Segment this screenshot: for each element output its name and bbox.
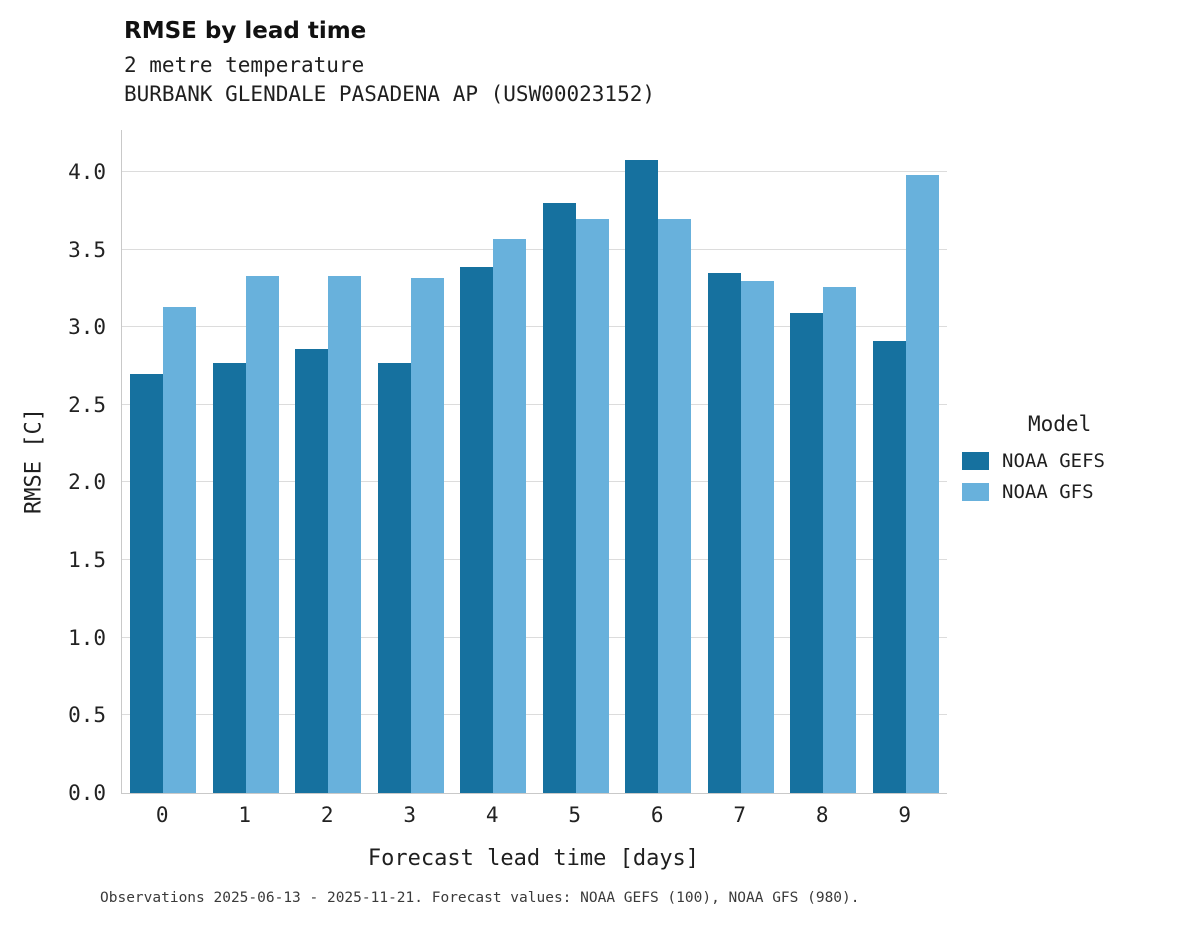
x-ticks-row: 0 1 2 3 4 5 6 7 8 9 <box>121 803 946 827</box>
x-axis-label: Forecast lead time [days] <box>367 846 700 871</box>
bar-noaa-gfs-lead-0 <box>163 307 197 793</box>
gridline <box>122 481 947 483</box>
bars-row <box>122 130 947 793</box>
legend-swatch <box>962 452 989 470</box>
bar-noaa-gefs-lead-6 <box>625 159 659 793</box>
bar-group-2 <box>287 130 370 793</box>
bar-group-0 <box>122 130 205 793</box>
chart-subtitle-variable: 2 metre temperature <box>124 53 365 77</box>
y-axis-label: RMSE [C] <box>21 408 47 514</box>
chart-subtitle-station: BURBANK GLENDALE PASADENA AP (USW0002315… <box>124 82 656 106</box>
x-tick-label-1: 1 <box>238 803 252 827</box>
gridline <box>122 403 947 405</box>
bar-noaa-gefs-lead-3 <box>377 362 411 793</box>
x-tick-label-9: 9 <box>898 803 912 827</box>
bar-noaa-gefs-lead-9 <box>872 341 906 793</box>
gridline <box>122 248 947 250</box>
y-tick-label: 4.0 <box>68 159 106 184</box>
bar-group-6 <box>617 130 700 793</box>
chart-title: RMSE by lead time <box>124 18 367 44</box>
x-tick-label-8: 8 <box>815 803 829 827</box>
bar-group-9 <box>865 130 948 793</box>
bar-group-4 <box>452 130 535 793</box>
bar-noaa-gfs-lead-8 <box>823 286 857 793</box>
bar-noaa-gefs-lead-1 <box>212 362 246 793</box>
legend-title: Model <box>1028 412 1092 436</box>
x-tick-label-3: 3 <box>403 803 417 827</box>
gridline <box>122 559 947 561</box>
legend-entry-noaa-gfs: NOAA GFS <box>962 481 1105 503</box>
bar-noaa-gfs-lead-9 <box>905 175 939 793</box>
plot-area: 0.0 0.5 1.0 1.5 2.0 2.5 3.0 3.5 4.0 <box>68 130 947 805</box>
bar-group-1 <box>205 130 288 793</box>
x-tick-label-0: 0 <box>155 803 169 827</box>
bar-group-5 <box>535 130 618 793</box>
bar-noaa-gfs-lead-2 <box>328 275 362 793</box>
x-tick-label-4: 4 <box>485 803 499 827</box>
y-tick-label: 0.5 <box>68 703 106 728</box>
bar-group-3 <box>370 130 453 793</box>
legend-entries: NOAA GEFS NOAA GFS <box>962 450 1105 503</box>
bar-noaa-gefs-lead-0 <box>130 373 164 793</box>
bar-group-7 <box>700 130 783 793</box>
bar-noaa-gfs-lead-7 <box>740 280 774 793</box>
y-tick-label: 3.0 <box>68 315 106 340</box>
legend-label: NOAA GEFS <box>1002 450 1105 472</box>
bar-noaa-gfs-lead-3 <box>410 277 444 793</box>
footer-note: Observations 2025-06-13 - 2025-11-21. Fo… <box>100 890 860 906</box>
bar-noaa-gefs-lead-5 <box>542 202 576 793</box>
gridline <box>122 170 947 172</box>
bar-noaa-gefs-lead-2 <box>295 348 329 793</box>
legend-swatch <box>962 483 989 501</box>
x-tick-label-7: 7 <box>733 803 747 827</box>
bar-noaa-gefs-lead-4 <box>460 266 494 793</box>
legend: Model NOAA GEFS NOAA GFS <box>962 412 1105 512</box>
y-tick-label: 2.5 <box>68 392 106 417</box>
y-tick-label: 1.0 <box>68 625 106 650</box>
bar-noaa-gefs-lead-7 <box>707 272 741 793</box>
x-tick-label-5: 5 <box>568 803 582 827</box>
legend-label: NOAA GFS <box>1002 481 1094 503</box>
gridline <box>122 714 947 716</box>
bar-group-8 <box>782 130 865 793</box>
y-tick-label: 3.5 <box>68 237 106 262</box>
x-tick-label-2: 2 <box>320 803 334 827</box>
gridline <box>122 326 947 328</box>
y-tick-label: 0.0 <box>68 781 106 805</box>
y-tick-label: 1.5 <box>68 548 106 573</box>
bar-noaa-gefs-lead-8 <box>790 313 824 793</box>
bar-noaa-gfs-lead-6 <box>658 218 692 793</box>
legend-entry-noaa-gefs: NOAA GEFS <box>962 450 1105 472</box>
gridline <box>122 636 947 638</box>
bar-noaa-gfs-lead-4 <box>493 238 527 793</box>
y-tick-label: 2.0 <box>68 470 106 495</box>
bar-noaa-gfs-lead-1 <box>245 275 279 793</box>
x-tick-label-6: 6 <box>650 803 664 827</box>
bar-noaa-gfs-lead-5 <box>575 218 609 793</box>
